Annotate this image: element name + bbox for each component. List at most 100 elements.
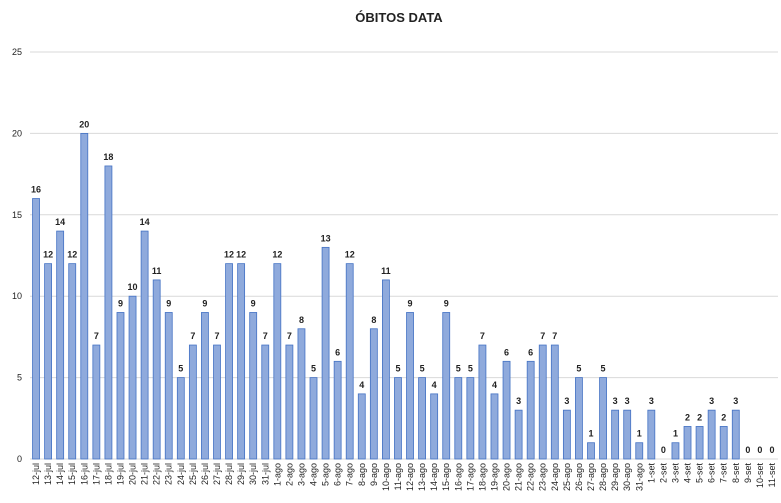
x-tick-label: 9-ago <box>369 463 379 486</box>
data-label: 5 <box>178 364 183 374</box>
x-tick-label: 28-jul <box>224 463 234 485</box>
y-tick-label: 0 <box>17 454 22 464</box>
data-label: 7 <box>94 331 99 341</box>
x-tick-label: 14-jul <box>55 463 65 485</box>
data-label: 5 <box>420 364 425 374</box>
bar <box>80 132 89 460</box>
data-label: 0 <box>745 445 750 455</box>
data-label: 18 <box>103 152 113 162</box>
x-tick-label: 21-jul <box>140 463 150 485</box>
x-tick-label: 9-set <box>743 463 753 484</box>
data-label: 12 <box>236 250 246 260</box>
bar <box>611 409 620 460</box>
bar <box>152 279 161 460</box>
y-tick-label: 15 <box>12 210 22 220</box>
bar <box>514 409 523 460</box>
bar <box>562 409 571 460</box>
data-label: 20 <box>79 119 89 129</box>
data-label: 3 <box>625 396 630 406</box>
x-tick-label: 21-ago <box>514 463 524 491</box>
bar <box>164 312 173 460</box>
bar <box>333 360 342 460</box>
data-label: 13 <box>321 233 331 243</box>
data-label: 6 <box>504 347 509 357</box>
x-tick-label: 7-ago <box>345 463 355 486</box>
bar <box>442 312 451 460</box>
x-tick-label: 23-ago <box>538 463 548 491</box>
x-tick-label: 17-jul <box>91 463 101 485</box>
x-tick-label: 8-set <box>731 463 741 484</box>
x-tick-label: 12-ago <box>405 463 415 491</box>
bar <box>478 344 487 460</box>
x-tick-label: 7-set <box>719 463 729 484</box>
data-label: 14 <box>140 217 150 227</box>
bar <box>707 409 716 460</box>
x-tick-label: 17-ago <box>465 463 475 491</box>
data-label: 12 <box>345 250 355 260</box>
x-tick-label: 3-set <box>670 463 680 484</box>
data-label: 10 <box>128 282 138 292</box>
data-label: 7 <box>190 331 195 341</box>
bar <box>382 279 390 460</box>
data-label: 0 <box>769 445 774 455</box>
x-tick-label: 22-jul <box>152 463 162 485</box>
data-label: 1 <box>588 429 593 439</box>
y-tick-label: 5 <box>17 373 22 383</box>
data-label: 7 <box>552 331 557 341</box>
bar <box>140 230 149 460</box>
bar <box>466 377 475 460</box>
x-tick-label: 10-set <box>755 463 765 489</box>
bar <box>430 393 439 460</box>
bar <box>490 393 499 460</box>
data-label: 7 <box>540 331 545 341</box>
data-label: 1 <box>673 429 678 439</box>
bar <box>309 377 318 460</box>
bar <box>683 426 692 460</box>
data-label: 9 <box>166 298 171 308</box>
data-label: 3 <box>613 396 618 406</box>
data-label: 4 <box>359 380 364 390</box>
bar <box>321 246 330 460</box>
x-tick-label: 2-set <box>658 463 668 484</box>
data-label: 2 <box>685 412 690 422</box>
x-tick-label: 5-ago <box>321 463 331 486</box>
data-label: 8 <box>371 315 376 325</box>
bar <box>550 344 559 460</box>
x-tick-label: 30-ago <box>622 463 632 491</box>
x-tick-label: 18-jul <box>103 463 113 485</box>
data-label: 3 <box>709 396 714 406</box>
data-label: 4 <box>492 380 497 390</box>
bar <box>599 377 607 460</box>
x-tick-label: 12-jul <box>31 463 41 485</box>
data-label: 2 <box>721 412 726 422</box>
data-label: 3 <box>564 396 569 406</box>
x-tick-label: 26-jul <box>200 463 210 485</box>
x-tick-label: 29-ago <box>610 463 620 491</box>
chart-title: ÓBITOS DATA <box>355 10 443 25</box>
data-label: 7 <box>263 331 268 341</box>
x-tick-label: 22-ago <box>526 463 536 491</box>
data-label: 6 <box>335 347 340 357</box>
bar <box>261 344 270 460</box>
bar <box>56 230 65 460</box>
data-label: 9 <box>251 298 256 308</box>
data-label: 12 <box>224 250 234 260</box>
data-label: 14 <box>55 217 65 227</box>
x-tick-label: 28-ago <box>598 463 608 491</box>
bar <box>345 263 354 460</box>
bar <box>116 312 125 460</box>
bar <box>44 263 52 460</box>
data-label: 12 <box>43 250 53 260</box>
data-label: 9 <box>118 298 123 308</box>
x-tick-label: 25-ago <box>562 463 572 491</box>
bar <box>369 328 378 460</box>
x-tick-label: 26-ago <box>574 463 584 491</box>
bar <box>225 263 233 460</box>
x-tick-label: 14-ago <box>429 463 439 491</box>
x-tick-label: 16-jul <box>79 463 89 485</box>
data-label: 0 <box>757 445 762 455</box>
data-label: 5 <box>576 364 581 374</box>
x-tick-label: 24-jul <box>176 463 186 485</box>
x-tick-label: 19-ago <box>489 463 499 491</box>
